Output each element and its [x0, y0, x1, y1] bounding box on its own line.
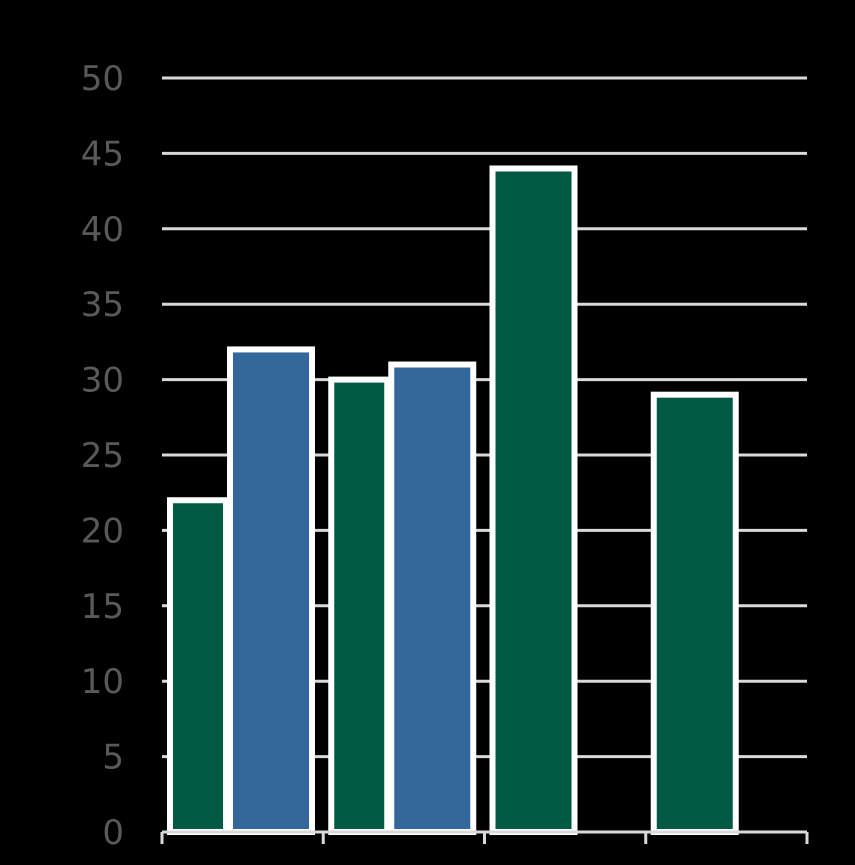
y-tick-label: 30 — [81, 361, 124, 401]
bar-series-1 — [328, 376, 391, 835]
y-tick-label: 0 — [102, 813, 124, 853]
bar-series-1 — [650, 391, 739, 835]
y-tick-label: 40 — [81, 210, 124, 250]
bars — [167, 165, 739, 836]
y-tick-label: 45 — [81, 134, 124, 174]
y-tick-label: 50 — [81, 59, 124, 99]
y-tick-label: 5 — [102, 738, 124, 778]
bar-series-1 — [489, 165, 578, 836]
y-tick-label: 20 — [81, 511, 124, 551]
y-tick-label: 25 — [81, 436, 124, 476]
y-tick-label: 10 — [81, 662, 124, 702]
bar-series-2 — [388, 361, 477, 835]
y-tick-label: 35 — [81, 285, 124, 325]
bar-series-1 — [167, 497, 229, 835]
bar-series-2 — [227, 346, 315, 835]
y-tick-labels: 0 5 10 15 20 25 30 35 40 45 50 — [81, 59, 124, 853]
y-tick-label: 15 — [81, 587, 124, 627]
x-axis — [160, 830, 809, 844]
